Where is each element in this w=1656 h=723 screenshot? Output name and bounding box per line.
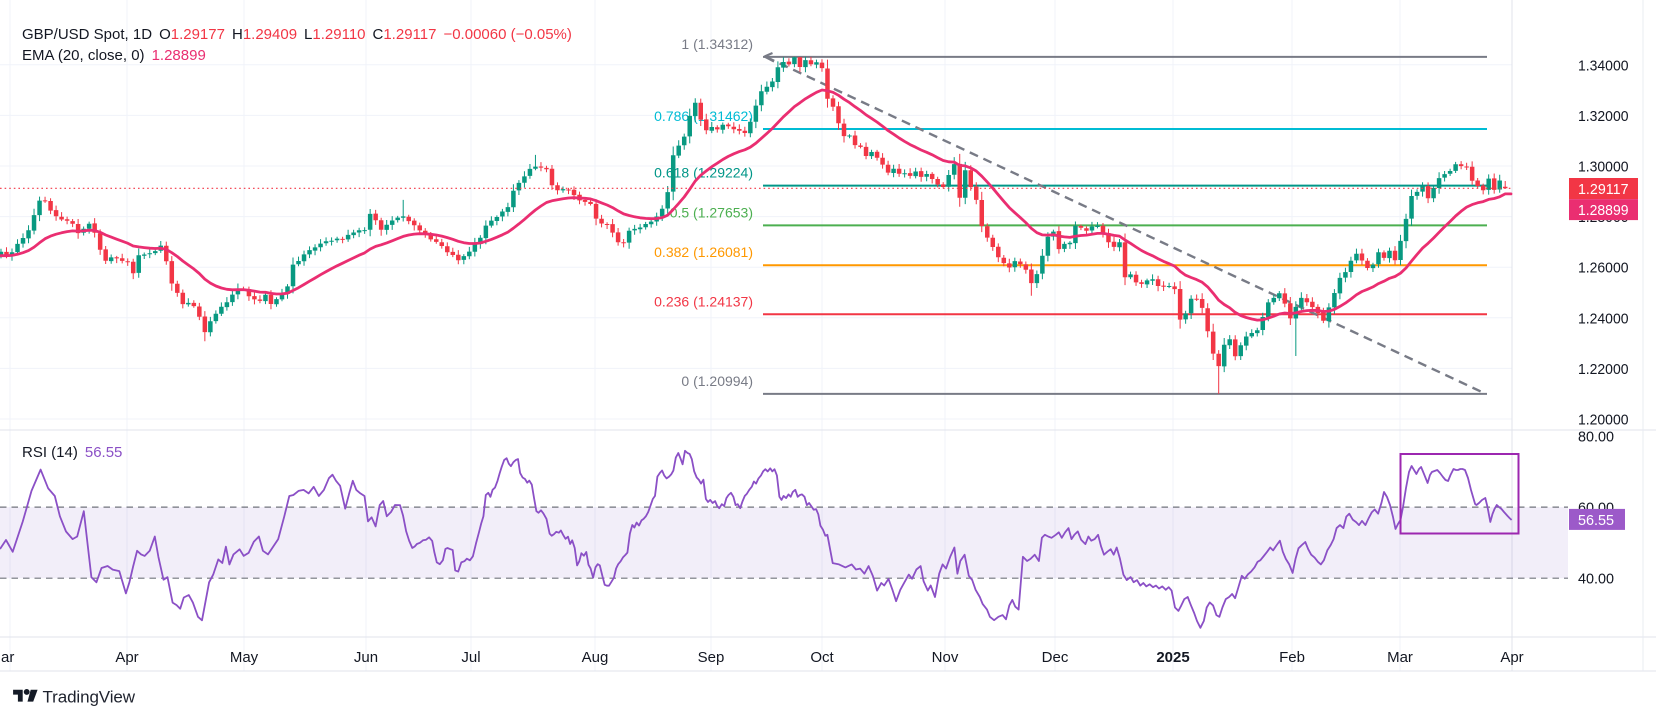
svg-text:2025: 2025 bbox=[1156, 649, 1189, 666]
svg-text:0.786 (1.31462): 0.786 (1.31462) bbox=[654, 108, 753, 124]
svg-text:Dec: Dec bbox=[1042, 649, 1069, 666]
svg-text:1.22000: 1.22000 bbox=[1578, 361, 1629, 378]
svg-text:56.55: 56.55 bbox=[1578, 512, 1614, 529]
svg-text:Feb: Feb bbox=[1279, 649, 1305, 666]
svg-text:EMA (20, close, 0)1.28899: EMA (20, close, 0) 1.28899 bbox=[22, 47, 206, 64]
svg-text:TradingView: TradingView bbox=[43, 688, 136, 707]
svg-text:RSI (14)56.55: RSI (14) 56.55 bbox=[22, 444, 122, 461]
svg-text:Jul: Jul bbox=[461, 649, 480, 666]
svg-text:Oct: Oct bbox=[810, 649, 834, 666]
svg-text:Aug: Aug bbox=[582, 649, 609, 666]
svg-text:0 (1.20994): 0 (1.20994) bbox=[681, 373, 753, 389]
svg-text:Apr: Apr bbox=[115, 649, 138, 666]
svg-text:Nov: Nov bbox=[932, 649, 959, 666]
svg-text:Sep: Sep bbox=[698, 649, 725, 666]
svg-text:1.24000: 1.24000 bbox=[1578, 310, 1629, 327]
svg-text:1.30000: 1.30000 bbox=[1578, 159, 1629, 176]
svg-text:ar: ar bbox=[1, 649, 14, 666]
svg-text:0.382 (1.26081): 0.382 (1.26081) bbox=[654, 244, 753, 260]
svg-text:Jun: Jun bbox=[354, 649, 378, 666]
svg-text:Apr: Apr bbox=[1500, 649, 1523, 666]
svg-text:Mar: Mar bbox=[1387, 649, 1413, 666]
svg-text:1.26000: 1.26000 bbox=[1578, 260, 1629, 277]
svg-text:May: May bbox=[230, 649, 259, 666]
svg-text:1 (1.34312): 1 (1.34312) bbox=[681, 36, 753, 52]
svg-text:1.34000: 1.34000 bbox=[1578, 57, 1629, 74]
svg-text:1.29117: 1.29117 bbox=[1578, 181, 1629, 198]
svg-text:80.00: 80.00 bbox=[1578, 429, 1614, 446]
svg-text:1.32000: 1.32000 bbox=[1578, 108, 1629, 125]
svg-text:1.28899: 1.28899 bbox=[1578, 202, 1629, 219]
svg-text:40.00: 40.00 bbox=[1578, 571, 1614, 588]
svg-text:0.236 (1.24137): 0.236 (1.24137) bbox=[654, 293, 753, 309]
svg-text:1.20000: 1.20000 bbox=[1578, 412, 1629, 429]
svg-text:0.5 (1.27653): 0.5 (1.27653) bbox=[670, 204, 753, 220]
